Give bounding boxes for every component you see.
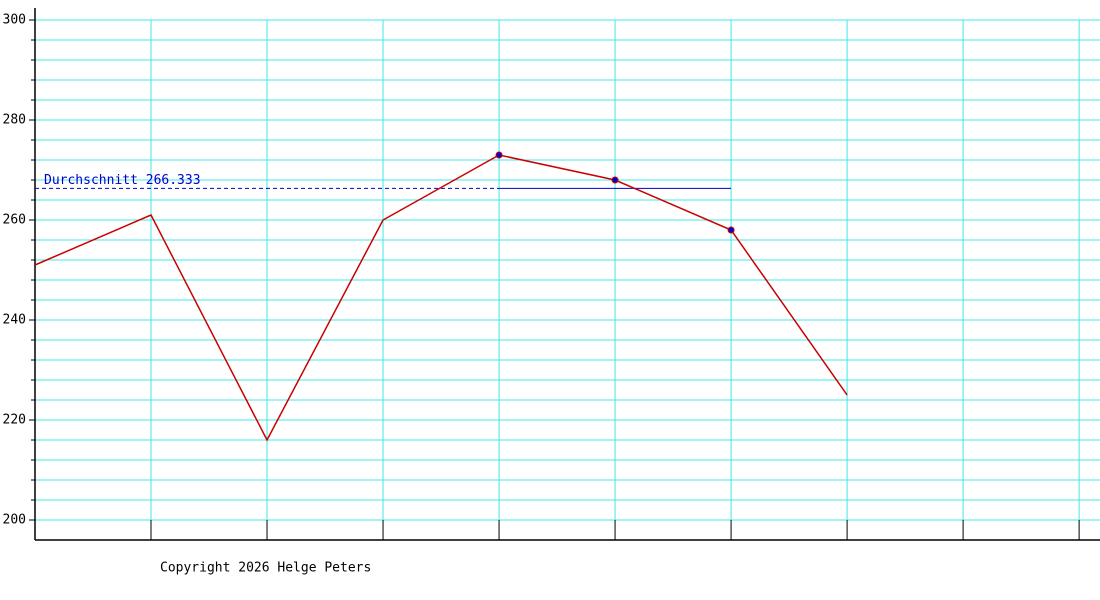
y-tick-label: 200 bbox=[3, 513, 26, 528]
average-label: Durchschnitt 266.333 bbox=[44, 173, 201, 188]
data-line bbox=[34, 154, 848, 442]
average-point bbox=[495, 151, 503, 159]
footer: Copyright 2026 Helge Peters bbox=[160, 561, 371, 576]
y-tick-label: 240 bbox=[3, 313, 26, 328]
y-tick-label: 280 bbox=[3, 113, 26, 128]
y-tick-label: 220 bbox=[3, 413, 26, 428]
average-point bbox=[611, 176, 619, 184]
y-tick-label: 260 bbox=[3, 213, 26, 228]
average-point bbox=[727, 226, 735, 234]
y-tick-label: 300 bbox=[3, 13, 26, 28]
